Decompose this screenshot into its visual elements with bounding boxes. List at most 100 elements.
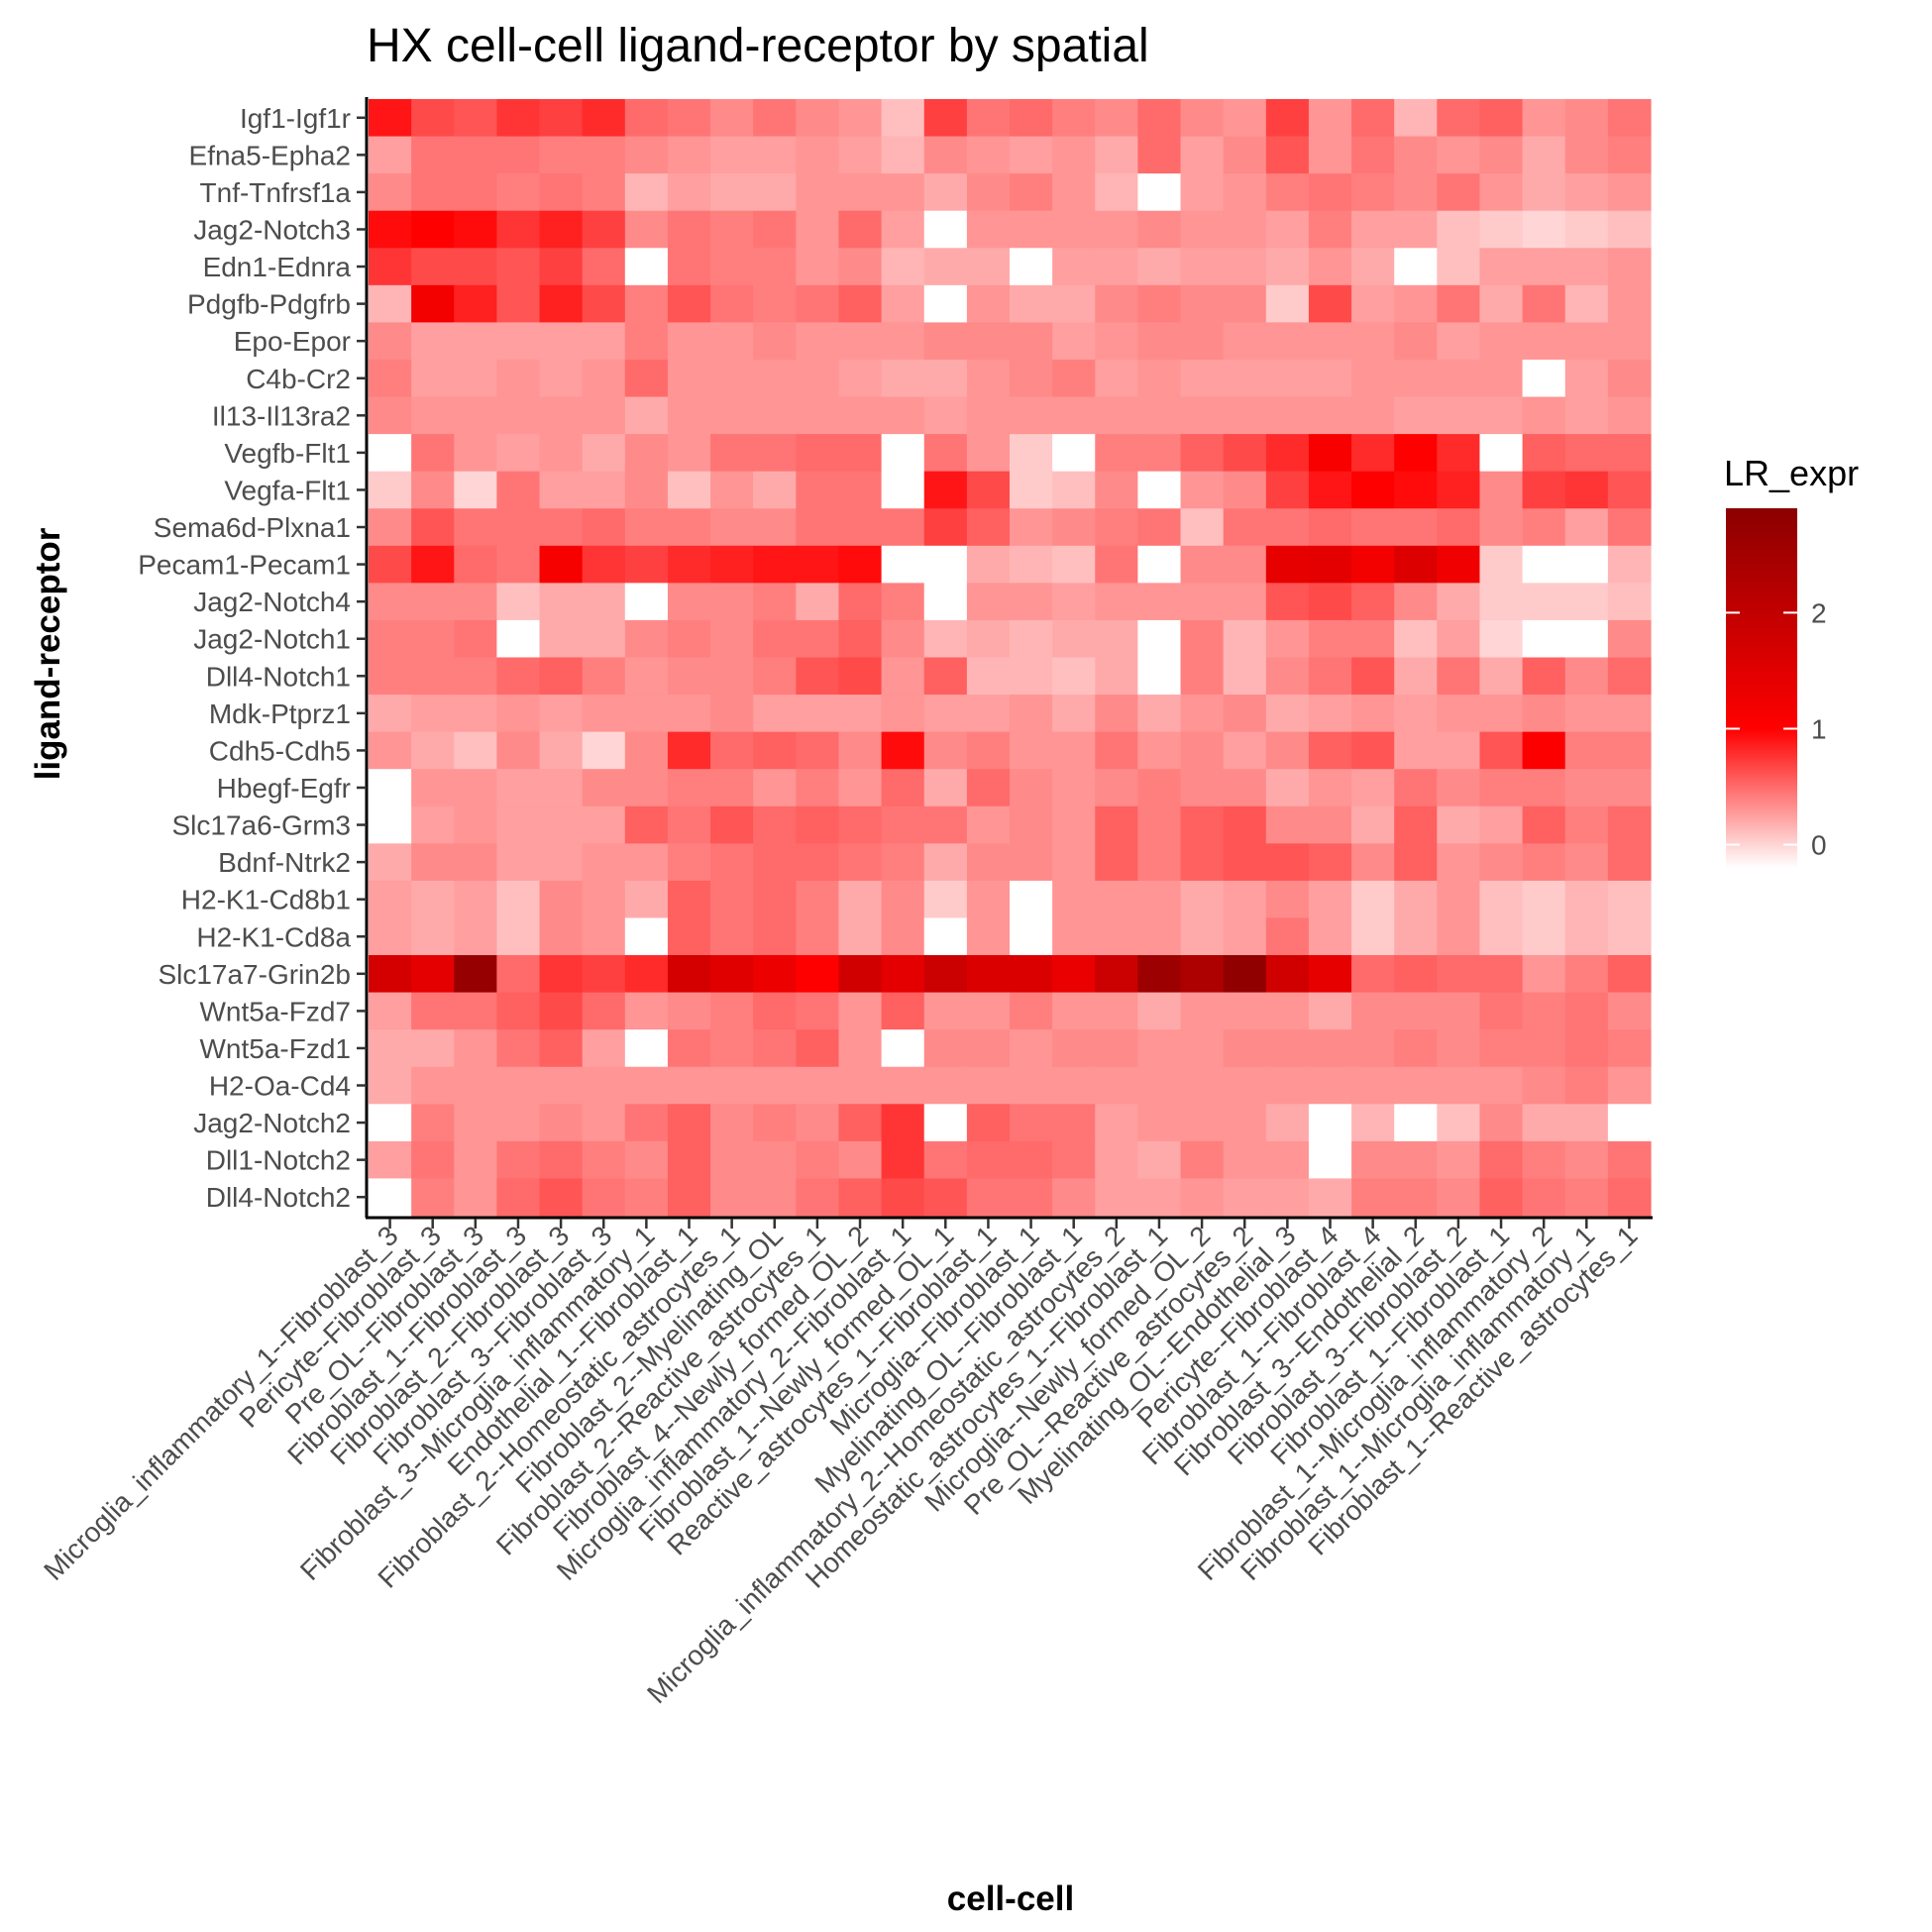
heatmap-cell bbox=[1052, 471, 1096, 509]
heatmap-cell bbox=[838, 173, 883, 212]
heatmap-cell bbox=[966, 1066, 1011, 1105]
heatmap-cell bbox=[923, 917, 968, 956]
heatmap-cell bbox=[1137, 1178, 1182, 1217]
heatmap-cell bbox=[411, 99, 455, 138]
heatmap-cell bbox=[1137, 843, 1182, 882]
heatmap-cell bbox=[753, 545, 797, 584]
heatmap-cell bbox=[1522, 359, 1566, 398]
heatmap-cell bbox=[796, 284, 840, 323]
heatmap-cell bbox=[753, 955, 797, 994]
heatmap-cell bbox=[582, 136, 626, 174]
heatmap-cell bbox=[1351, 657, 1395, 696]
heatmap-cell bbox=[1223, 136, 1267, 174]
heatmap-cell bbox=[710, 1066, 754, 1105]
heatmap-cell bbox=[1351, 210, 1395, 249]
heatmap-cell bbox=[582, 248, 626, 286]
heatmap-cell bbox=[1437, 508, 1481, 547]
heatmap-cell bbox=[1437, 248, 1481, 286]
heatmap-cell bbox=[1265, 284, 1310, 323]
heatmap-cell bbox=[753, 805, 797, 844]
heatmap-cell bbox=[1308, 471, 1352, 509]
heatmap-cell bbox=[539, 284, 584, 323]
heatmap-cell bbox=[923, 210, 968, 249]
heatmap-cell bbox=[1522, 843, 1566, 882]
heatmap-cell bbox=[796, 1029, 840, 1068]
heatmap-cell bbox=[1180, 545, 1225, 584]
heatmap-cell bbox=[1265, 173, 1310, 212]
heatmap-cell bbox=[454, 1140, 497, 1180]
heatmap-cell bbox=[923, 322, 968, 361]
heatmap-cell bbox=[1522, 1178, 1566, 1217]
heatmap-cell bbox=[496, 769, 541, 807]
heatmap-cell bbox=[710, 471, 754, 509]
heatmap-cell bbox=[369, 695, 412, 733]
heatmap-cell bbox=[1180, 396, 1225, 435]
heatmap-cell bbox=[1052, 731, 1096, 770]
heatmap-cell bbox=[667, 769, 711, 807]
heatmap-cell bbox=[369, 434, 412, 473]
heatmap-cell bbox=[966, 619, 1011, 659]
heatmap-cell bbox=[710, 173, 754, 212]
heatmap-cell bbox=[1095, 322, 1138, 361]
heatmap-cell bbox=[454, 99, 497, 138]
heatmap-cell bbox=[753, 769, 797, 807]
heatmap-cell bbox=[753, 1104, 797, 1142]
heatmap-cell bbox=[369, 1066, 412, 1105]
heatmap-cell bbox=[966, 769, 1011, 807]
heatmap-cell bbox=[796, 1178, 840, 1217]
heatmap-cell bbox=[838, 805, 883, 844]
y-tick-label: Pdgfb-Pdgfrb bbox=[187, 289, 351, 320]
heatmap-cell bbox=[1351, 1140, 1395, 1180]
heatmap-cell bbox=[369, 992, 412, 1030]
heatmap-cell bbox=[624, 434, 669, 473]
heatmap-cell bbox=[1052, 248, 1096, 286]
heatmap-cell bbox=[1308, 545, 1352, 584]
heatmap-cell bbox=[1437, 471, 1481, 509]
heatmap-cell bbox=[1265, 843, 1310, 882]
heatmap-cell bbox=[1010, 619, 1053, 659]
heatmap-cell bbox=[1607, 805, 1652, 844]
heatmap-cell bbox=[1522, 805, 1566, 844]
heatmap-cell bbox=[1010, 99, 1053, 138]
heatmap-cell bbox=[838, 322, 883, 361]
heatmap-cell bbox=[966, 657, 1011, 696]
heatmap-cell bbox=[1180, 1066, 1225, 1105]
heatmap-cell bbox=[1607, 322, 1652, 361]
heatmap-cell bbox=[667, 917, 711, 956]
heatmap-cell bbox=[1308, 769, 1352, 807]
heatmap-cell bbox=[369, 136, 412, 174]
heatmap-cell bbox=[923, 1178, 968, 1217]
heatmap-cell bbox=[1564, 471, 1609, 509]
heatmap-cell bbox=[1394, 992, 1438, 1030]
heatmap-cell bbox=[1479, 1178, 1524, 1217]
heatmap-cell bbox=[369, 210, 412, 249]
heatmap-cell bbox=[796, 805, 840, 844]
heatmap-cell bbox=[796, 508, 840, 547]
heatmap-cell bbox=[1010, 955, 1053, 994]
heatmap-cell bbox=[1351, 173, 1395, 212]
heatmap-cell bbox=[496, 471, 541, 509]
heatmap-cell bbox=[582, 210, 626, 249]
heatmap-cell bbox=[582, 545, 626, 584]
heatmap-cell bbox=[838, 210, 883, 249]
heatmap-cell bbox=[1265, 359, 1310, 398]
heatmap-cell bbox=[1137, 284, 1182, 323]
heatmap-cell bbox=[369, 545, 412, 584]
heatmap-cell bbox=[1010, 508, 1053, 547]
heatmap-cell bbox=[496, 1104, 541, 1142]
heatmap-cell bbox=[1394, 657, 1438, 696]
heatmap-cell bbox=[1437, 583, 1481, 621]
heatmap-cell bbox=[1522, 1066, 1566, 1105]
heatmap-cell bbox=[966, 99, 1011, 138]
heatmap-cell bbox=[1437, 210, 1481, 249]
heatmap-cell bbox=[1522, 508, 1566, 547]
heatmap-cell bbox=[1394, 805, 1438, 844]
heatmap-cell bbox=[582, 880, 626, 919]
y-tick-label: Vegfb-Flt1 bbox=[224, 438, 351, 469]
heatmap-cell bbox=[624, 99, 669, 138]
heatmap-cell bbox=[881, 731, 925, 770]
heatmap-cell bbox=[1223, 619, 1267, 659]
heatmap-cell bbox=[1351, 955, 1395, 994]
heatmap-cell bbox=[411, 471, 455, 509]
heatmap-cell bbox=[539, 992, 584, 1030]
